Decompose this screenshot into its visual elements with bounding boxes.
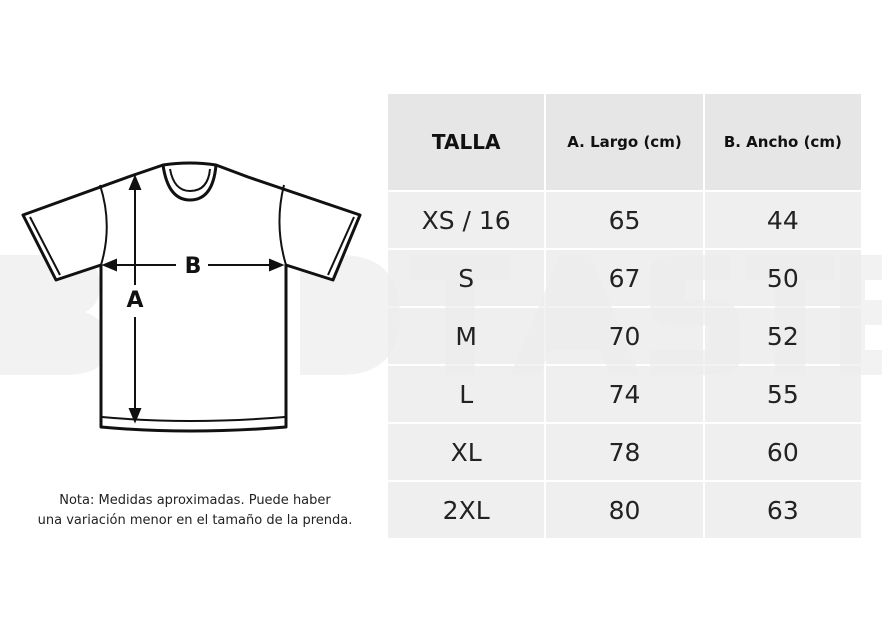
table-row: S 67 50 bbox=[388, 250, 861, 306]
length-cell: 80 bbox=[546, 482, 703, 538]
header-largo: A. Largo (cm) bbox=[546, 94, 703, 190]
measurement-note: Nota: Medidas aproximadas. Puede haber u… bbox=[10, 491, 380, 531]
header-ancho: B. Ancho (cm) bbox=[704, 94, 861, 190]
tshirt-diagram: B A bbox=[21, 161, 362, 433]
length-cell: 74 bbox=[546, 366, 703, 422]
size-cell: XL bbox=[388, 424, 545, 480]
note-line-2: una variación menor en el tamaño de la p… bbox=[37, 513, 353, 528]
size-cell: 2XL bbox=[388, 482, 545, 538]
width-cell: 63 bbox=[704, 482, 861, 538]
label-a: A bbox=[126, 288, 143, 313]
table-row: L 74 55 bbox=[388, 366, 861, 422]
size-cell: L bbox=[388, 366, 545, 422]
length-cell: 65 bbox=[546, 192, 703, 248]
width-cell: 50 bbox=[704, 250, 861, 306]
table-row: XL 78 60 bbox=[388, 424, 861, 480]
length-cell: 70 bbox=[546, 308, 703, 364]
width-cell: 60 bbox=[704, 424, 861, 480]
note-line-1: Nota: Medidas aproximadas. Puede haber bbox=[59, 493, 331, 508]
width-cell: 44 bbox=[704, 192, 861, 248]
length-cell: 67 bbox=[546, 250, 703, 306]
size-cell: XS / 16 bbox=[388, 192, 545, 248]
size-cell: M bbox=[388, 308, 545, 364]
header-talla: TALLA bbox=[388, 94, 545, 190]
header-row: TALLA A. Largo (cm) B. Ancho (cm) bbox=[388, 94, 861, 190]
size-table: TALLA A. Largo (cm) B. Ancho (cm) XS / 1… bbox=[386, 92, 863, 540]
width-cell: 55 bbox=[704, 366, 861, 422]
label-b: B bbox=[185, 254, 202, 279]
length-cell: 78 bbox=[546, 424, 703, 480]
width-cell: 52 bbox=[704, 308, 861, 364]
size-cell: S bbox=[388, 250, 545, 306]
table-row: XS / 16 65 44 bbox=[388, 192, 861, 248]
table-row: 2XL 80 63 bbox=[388, 482, 861, 538]
table-row: M 70 52 bbox=[388, 308, 861, 364]
